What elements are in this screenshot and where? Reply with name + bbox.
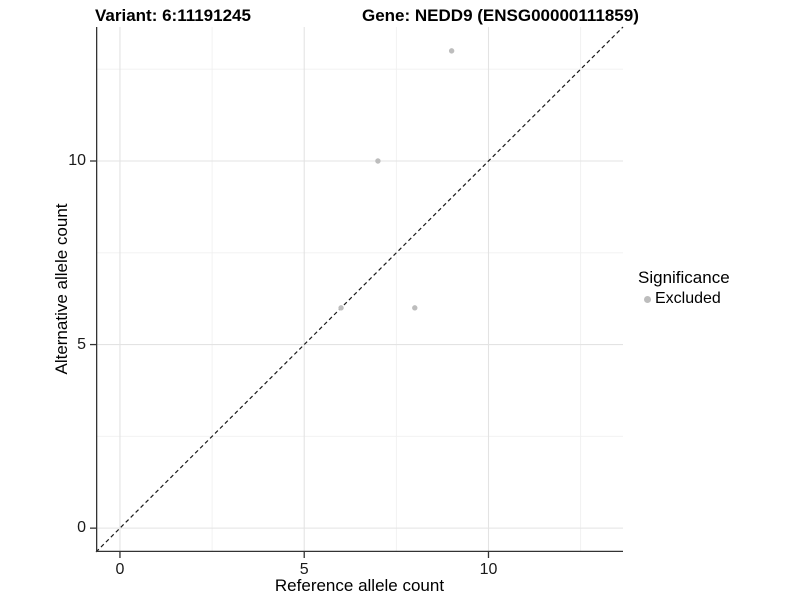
data-point [448, 48, 455, 54]
x-tick-label: 0 [115, 561, 125, 578]
variant-title: Variant: 6:11191245 [95, 6, 251, 25]
legend-item-excluded: Excluded [638, 290, 730, 308]
y-tick-label: 5 [77, 335, 86, 353]
legend-item-label: Excluded [655, 290, 721, 307]
y-axis-title: Alternative allele count [52, 203, 71, 375]
y-tick-label: 10 [68, 152, 86, 169]
legend-key-dot-icon [644, 295, 651, 303]
data-point [375, 158, 381, 164]
x-tick-label: 10 [479, 561, 498, 578]
x-tick-label: 5 [299, 561, 309, 578]
legend: Significance Excluded [638, 268, 730, 308]
identity-dashed-line [95, 26, 624, 553]
legend-title: Significance [638, 268, 730, 287]
data-point [338, 305, 344, 311]
data-point [412, 305, 418, 311]
plot-panel: 0 5 10 0 5 10 [68, 26, 624, 578]
chart-canvas [90, 26, 624, 558]
gene-title: Gene: NEDD9 (ENSG00000111859) [362, 6, 639, 25]
y-tick-label: 0 [77, 519, 86, 537]
x-axis-title: Reference allele count [274, 576, 445, 595]
